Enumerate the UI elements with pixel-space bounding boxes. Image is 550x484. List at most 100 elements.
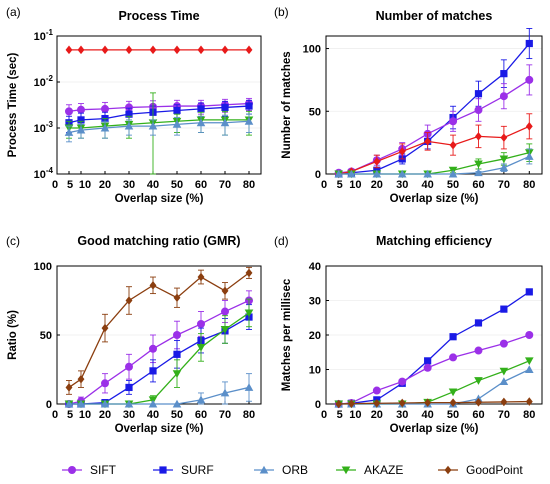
data-point	[196, 343, 206, 352]
data-point	[172, 120, 182, 128]
legend-label: SIFT	[90, 463, 117, 477]
data-point	[525, 122, 533, 131]
data-point	[525, 397, 533, 406]
y-tick-label: 0	[315, 399, 321, 411]
data-point	[499, 377, 509, 386]
data-point	[221, 45, 229, 55]
x-tick-label: 40	[422, 179, 434, 191]
x-tick-label: 5	[337, 409, 343, 421]
data-point	[149, 281, 157, 290]
data-point	[373, 399, 381, 408]
data-point	[221, 286, 229, 296]
series-orb	[64, 113, 254, 143]
x-tick-label: 80	[243, 409, 255, 421]
data-point	[474, 90, 483, 98]
data-point	[500, 305, 508, 313]
data-point	[197, 272, 205, 282]
data-point	[245, 45, 253, 55]
legend-marker	[444, 465, 452, 475]
data-point	[474, 346, 483, 355]
x-tick-label: 40	[147, 179, 159, 191]
data-point	[398, 377, 407, 386]
data-point	[125, 110, 133, 118]
x-tick-label: 20	[371, 409, 383, 421]
x-axis-label: Overlap size (%)	[390, 423, 479, 435]
series-surf	[335, 28, 533, 178]
x-tick-label: 70	[498, 179, 510, 191]
x-tick-label: 50	[447, 409, 459, 421]
data-point	[149, 344, 157, 353]
y-tick-label: 10-1	[34, 28, 54, 43]
series-line	[338, 360, 530, 405]
legend-label: SURF	[181, 463, 214, 477]
data-point	[77, 374, 85, 384]
x-tick-label: 60	[195, 179, 207, 191]
y-tick-label: 10-3	[34, 120, 54, 135]
data-point	[124, 399, 134, 408]
legend-label: ORB	[282, 463, 308, 477]
data-point	[448, 388, 458, 397]
chart-title: Good matching ratio (GMR)	[77, 234, 240, 248]
series-goodpoint	[65, 45, 253, 55]
legend-item-akaze: AKAZE	[336, 463, 403, 477]
data-point	[77, 116, 85, 124]
data-point	[499, 92, 508, 101]
data-point	[474, 168, 483, 177]
data-point	[125, 296, 133, 305]
x-tick-label: 0	[52, 179, 58, 191]
x-tick-label: 5	[67, 409, 73, 421]
x-tick-label: 20	[371, 179, 383, 191]
data-point	[76, 399, 86, 408]
legend-label: GoodPoint	[466, 463, 523, 477]
data-point	[524, 357, 534, 366]
series-line	[338, 368, 530, 405]
data-point	[499, 155, 509, 164]
data-point	[424, 357, 432, 365]
legend: SIFT SURF ORB AKAZE GoodPoint	[62, 463, 523, 477]
x-tick-label: 0	[52, 409, 58, 421]
data-point	[449, 333, 457, 341]
legend-marker	[259, 465, 269, 474]
y-tick-label: 50	[309, 106, 321, 118]
data-point	[173, 106, 181, 115]
series-goodpoint	[335, 397, 533, 409]
data-point	[197, 105, 205, 113]
data-point	[244, 116, 254, 125]
data-point	[524, 365, 534, 373]
data-point	[220, 118, 230, 127]
data-point	[449, 398, 457, 407]
data-point	[424, 398, 432, 407]
data-point	[76, 125, 86, 134]
chart-title: Number of matches	[376, 9, 493, 23]
x-tick-label: 80	[243, 179, 255, 191]
x-tick-label: 70	[219, 179, 231, 191]
panel-label: (c)	[6, 234, 20, 248]
data-point	[423, 169, 432, 178]
y-axis-label: Number of matches	[281, 51, 293, 158]
x-tick-label: 80	[523, 409, 535, 421]
data-point	[101, 104, 109, 113]
legend-marker	[159, 466, 167, 474]
y-tick-label: 10-2	[34, 74, 54, 89]
data-point	[64, 128, 74, 136]
data-point	[525, 75, 534, 84]
data-point	[499, 339, 508, 348]
y-tick-label: 0	[46, 399, 52, 411]
data-point	[525, 39, 533, 48]
panel-label: (d)	[274, 234, 289, 248]
x-tick-label: 40	[422, 409, 434, 421]
legend-marker	[341, 466, 351, 475]
panel-label: (a)	[6, 5, 21, 19]
data-point	[77, 105, 85, 114]
data-point	[173, 293, 181, 303]
x-axis-label: Overlap size (%)	[390, 193, 479, 205]
x-tick-label: 60	[472, 179, 484, 191]
data-point	[524, 152, 534, 160]
x-tick-label: 70	[219, 409, 231, 421]
data-point	[372, 169, 382, 178]
data-point	[149, 45, 157, 55]
chart-panel-1: (a) Process Time 10-4 10-3 10-2 10-1 0 5 10 20 30 4…	[6, 5, 262, 205]
